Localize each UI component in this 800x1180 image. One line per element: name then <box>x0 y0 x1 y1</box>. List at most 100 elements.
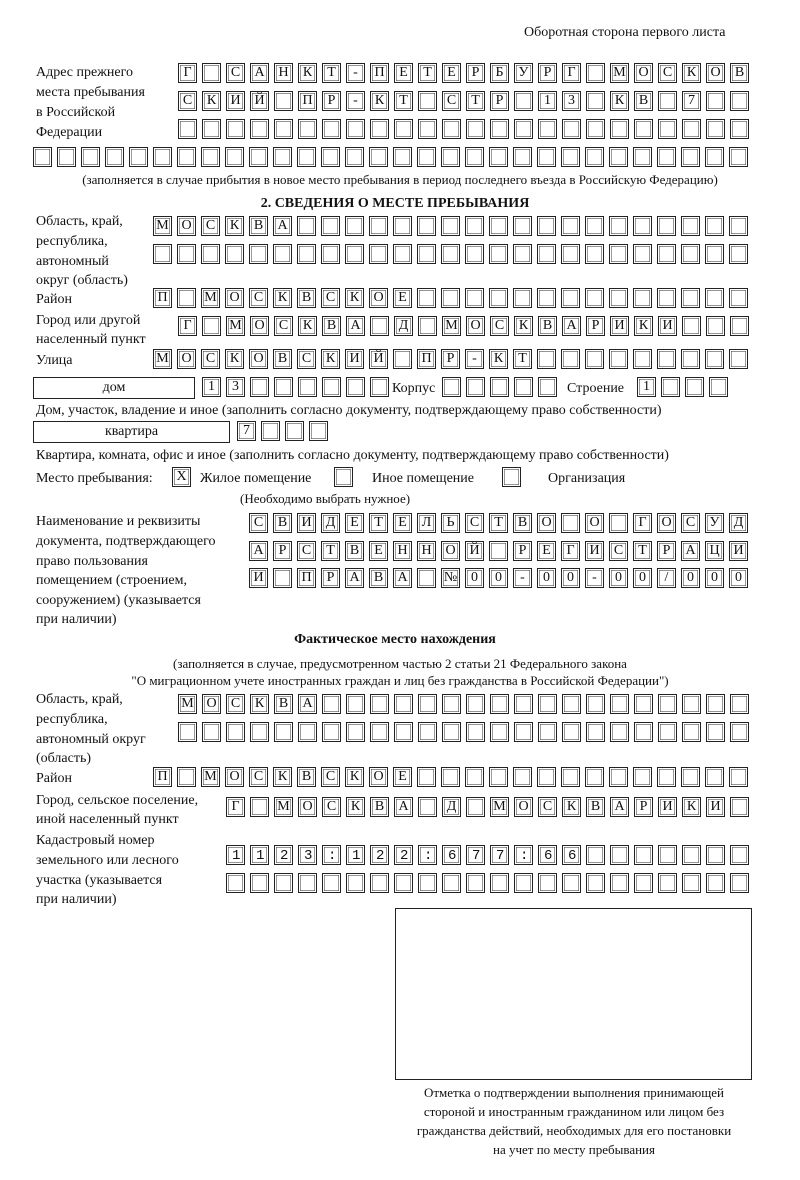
letter-cell[interactable] <box>729 147 748 167</box>
letter-cell[interactable] <box>610 119 629 139</box>
letter-cell[interactable]: С <box>178 91 197 111</box>
letter-cell[interactable] <box>249 147 268 167</box>
letter-cell[interactable] <box>658 845 677 865</box>
letter-cell[interactable] <box>562 119 581 139</box>
letter-cell[interactable] <box>129 147 148 167</box>
letter-cell[interactable]: О <box>369 288 388 308</box>
letter-cell[interactable]: О <box>585 513 604 533</box>
letter-cell[interactable] <box>633 288 652 308</box>
letter-cell[interactable] <box>609 147 628 167</box>
letter-cell[interactable] <box>81 147 100 167</box>
letter-cell[interactable]: 3 <box>226 377 245 397</box>
letter-cell[interactable]: Т <box>322 63 341 83</box>
letter-cell[interactable] <box>393 244 412 264</box>
letter-cell[interactable]: 7 <box>682 91 701 111</box>
letter-cell[interactable]: У <box>514 63 533 83</box>
letter-cell[interactable] <box>658 722 677 742</box>
letter-cell[interactable]: А <box>346 316 365 336</box>
letter-cell[interactable] <box>177 244 196 264</box>
letter-cell[interactable] <box>346 845 365 865</box>
letter-cell[interactable] <box>705 216 724 236</box>
letter-cell[interactable]: С <box>490 316 509 336</box>
letter-cell[interactable] <box>466 722 485 742</box>
letter-cell[interactable]: В <box>273 349 292 369</box>
letter-cell[interactable] <box>634 722 653 742</box>
letter-cell[interactable]: 1 <box>202 377 221 397</box>
letter-cell[interactable] <box>730 91 749 111</box>
letter-cell[interactable]: Л <box>417 513 436 533</box>
letter-cell[interactable] <box>274 722 293 742</box>
letter-cell[interactable] <box>633 767 652 787</box>
letter-cell[interactable]: С <box>226 63 245 83</box>
letter-cell[interactable] <box>273 244 292 264</box>
letter-cell[interactable] <box>681 244 700 264</box>
letter-cell[interactable]: И <box>706 797 725 817</box>
letter-cell[interactable] <box>370 873 389 893</box>
letter-cell[interactable] <box>706 694 725 714</box>
letter-cell[interactable] <box>489 288 508 308</box>
letter-cell[interactable]: С <box>658 63 677 83</box>
letter-cell[interactable] <box>537 216 556 236</box>
letter-cell[interactable] <box>514 845 533 865</box>
apt-type-field[interactable]: квартира <box>33 421 230 443</box>
letter-cell[interactable] <box>561 216 580 236</box>
letter-cell[interactable] <box>513 244 532 264</box>
letter-cell[interactable]: С <box>609 541 628 561</box>
letter-cell[interactable] <box>657 147 676 167</box>
letter-cell[interactable] <box>418 797 437 817</box>
letter-cell[interactable]: С <box>249 767 268 787</box>
letter-cell[interactable] <box>285 421 304 441</box>
letter-cell[interactable] <box>609 349 628 369</box>
letter-cell[interactable] <box>514 873 533 893</box>
letter-cell[interactable] <box>609 244 628 264</box>
letter-cell[interactable] <box>729 349 748 369</box>
letter-cell[interactable]: 0 <box>489 568 508 588</box>
letter-cell[interactable] <box>418 873 437 893</box>
letter-cell[interactable]: К <box>634 316 653 336</box>
letter-cell[interactable] <box>465 244 484 264</box>
letter-cell[interactable] <box>202 119 221 139</box>
letter-cell[interactable] <box>609 767 628 787</box>
letter-cell[interactable] <box>658 694 677 714</box>
letter-cell[interactable]: М <box>274 797 293 817</box>
letter-cell[interactable] <box>586 119 605 139</box>
letter-cell[interactable]: 0 <box>537 568 556 588</box>
letter-cell[interactable]: М <box>610 63 629 83</box>
letter-cell[interactable] <box>274 377 293 397</box>
letter-cell[interactable] <box>298 873 317 893</box>
letter-cell[interactable] <box>682 694 701 714</box>
letter-cell[interactable] <box>610 722 629 742</box>
letter-cell[interactable] <box>730 797 749 817</box>
letter-cell[interactable] <box>442 377 461 397</box>
letter-cell[interactable]: К <box>250 694 269 714</box>
letter-cell[interactable] <box>322 377 341 397</box>
letter-cell[interactable] <box>250 722 269 742</box>
letter-cell[interactable] <box>514 377 533 397</box>
letter-cell[interactable]: Д <box>442 797 461 817</box>
letter-cell[interactable]: О <box>249 349 268 369</box>
letter-cell[interactable] <box>634 694 653 714</box>
letter-cell[interactable] <box>561 767 580 787</box>
letter-cell[interactable]: И <box>729 541 748 561</box>
letter-cell[interactable] <box>226 119 245 139</box>
letter-cell[interactable] <box>225 147 244 167</box>
letter-cell[interactable]: С <box>681 513 700 533</box>
letter-cell[interactable] <box>490 119 509 139</box>
letter-cell[interactable] <box>466 694 485 714</box>
letter-cell[interactable]: О <box>202 694 221 714</box>
letter-cell[interactable]: Т <box>369 513 388 533</box>
letter-cell[interactable] <box>321 216 340 236</box>
letter-cell[interactable] <box>369 216 388 236</box>
letter-cell[interactable] <box>586 845 605 865</box>
letter-cell[interactable]: Е <box>394 63 413 83</box>
letter-cell[interactable] <box>345 244 364 264</box>
letter-cell[interactable] <box>442 119 461 139</box>
letter-cell[interactable] <box>538 694 557 714</box>
letter-cell[interactable] <box>346 119 365 139</box>
letter-cell[interactable]: В <box>274 694 293 714</box>
letter-cell[interactable] <box>465 767 484 787</box>
letter-cell[interactable] <box>705 288 724 308</box>
letter-cell[interactable]: Д <box>729 513 748 533</box>
letter-cell[interactable]: В <box>297 288 316 308</box>
letter-cell[interactable]: Т <box>418 63 437 83</box>
